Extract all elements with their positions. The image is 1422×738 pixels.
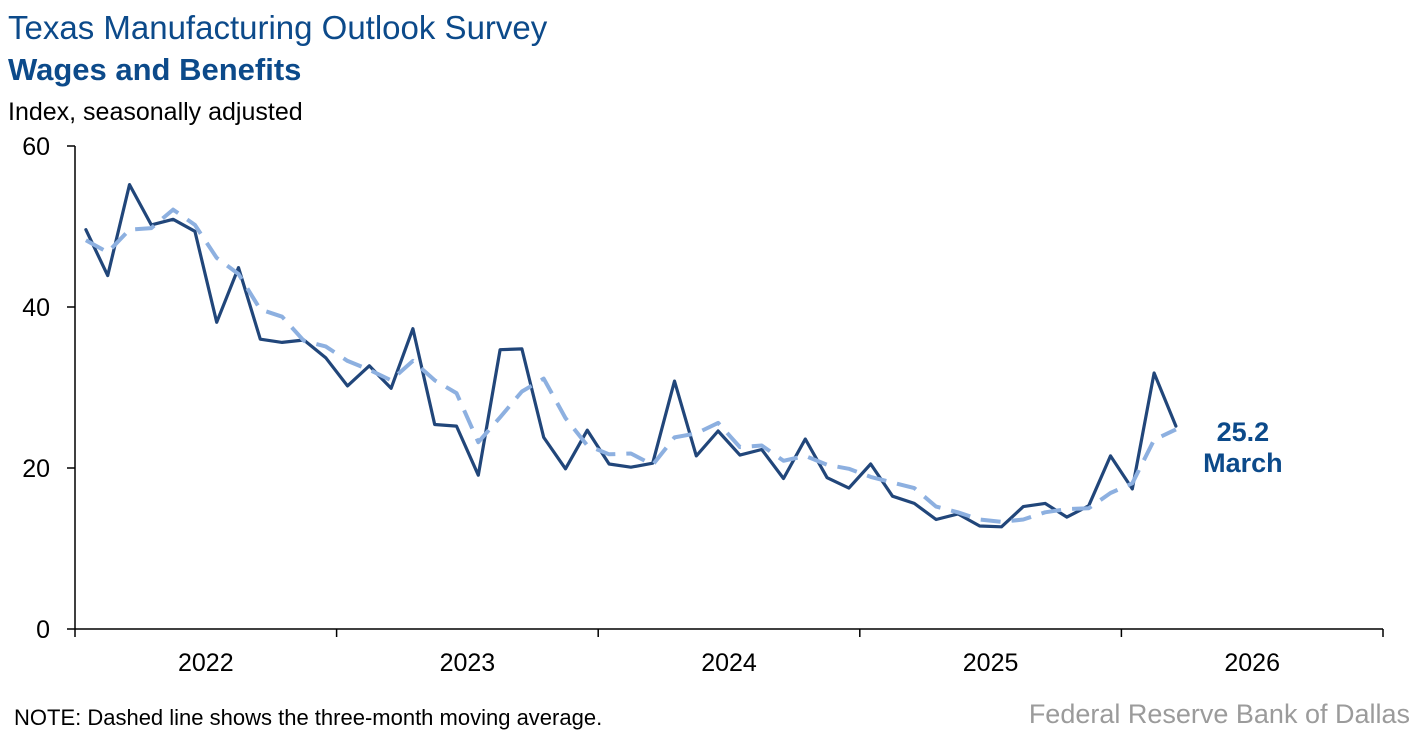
source-credit: Federal Reserve Bank of Dallas xyxy=(1028,699,1410,729)
latest-value-label: 25.2 xyxy=(1217,417,1270,447)
x-tick-label: 2024 xyxy=(701,649,757,677)
y-tick-label: 40 xyxy=(22,294,50,322)
chart-series-layer xyxy=(84,183,1178,529)
y-axis-units-label: Index, seasonally adjusted xyxy=(8,98,303,126)
chart-axes: 0 20 40 60 2022 2023 2024 2025 2026 xyxy=(22,133,1384,677)
latest-month-label: March xyxy=(1203,448,1283,478)
x-tick-label: 2022 xyxy=(178,649,234,677)
y-tick-label: 60 xyxy=(22,133,50,161)
chart-subtitle: Wages and Benefits xyxy=(8,52,302,87)
x-tick-label: 2026 xyxy=(1224,649,1280,677)
footnote: NOTE: Dashed line shows the three-month … xyxy=(14,705,603,730)
y-tick-label: 0 xyxy=(36,616,50,644)
index-line xyxy=(84,183,1178,529)
x-tick-label: 2025 xyxy=(963,649,1019,677)
chart-title: Texas Manufacturing Outlook Survey xyxy=(8,9,548,46)
x-tick-label: 2023 xyxy=(440,649,496,677)
moving-average-line xyxy=(84,207,1177,524)
y-tick-label: 20 xyxy=(22,455,50,483)
